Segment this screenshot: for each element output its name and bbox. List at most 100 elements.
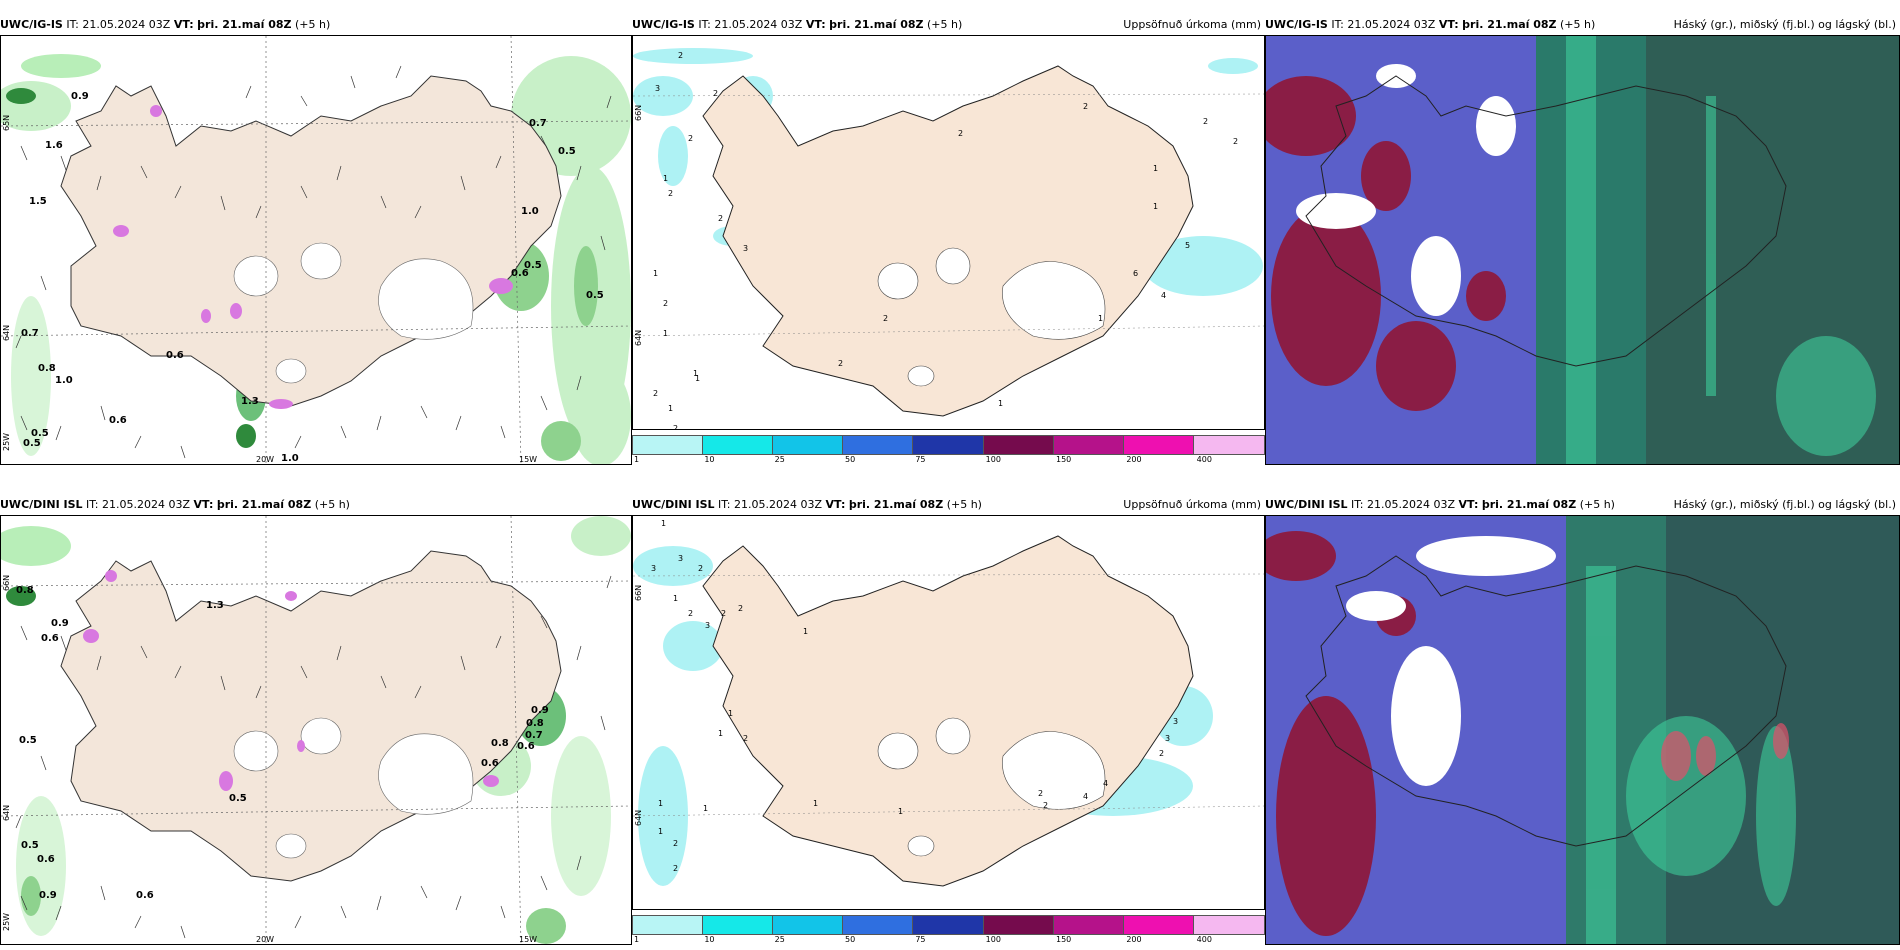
- precip-value: 1: [728, 709, 733, 718]
- iceland-outline: [1305, 555, 1787, 847]
- wind-value: 1.3: [206, 600, 224, 611]
- precip-value: 1: [663, 329, 668, 338]
- cloud-map[interactable]: [1265, 35, 1900, 465]
- wind-map[interactable]: 0.8 0.9 0.6 1.3 0.5 0.9 0.8 0.7 0.6 0.8 …: [0, 515, 632, 945]
- precip-value: 3: [655, 84, 660, 93]
- lead-time: (+5 h): [314, 498, 350, 511]
- model-name: UWC/DINI ISL: [632, 498, 715, 511]
- panel-header: UWC/DINI ISL IT: 21.05.2024 03Z VT: þri.…: [0, 495, 632, 515]
- precip-map[interactable]: 66N 64N 1 3 3 2 1 2 3 2 2 1 1 2 2 1 1 1 …: [632, 515, 1265, 910]
- iceland-landmass: [702, 535, 1194, 887]
- panel-header: UWC/DINI ISL IT: 21.05.2024 03Z VT: þri.…: [632, 495, 1265, 515]
- field-name: Háský (gr.), miðský (fj.bl.) og lágský (…: [1673, 18, 1896, 31]
- lon-label: 20W: [256, 455, 274, 464]
- precip-value: 2: [668, 189, 673, 198]
- precip-values: 2 3 2 2 1 2 2 1 3 2 1 1 2 2 1 1 2 2 2 1: [653, 51, 1238, 429]
- colorbar-tick-label: 25: [774, 455, 785, 464]
- it-label: IT:: [698, 18, 711, 31]
- lead-time: (+5 h): [946, 498, 982, 511]
- panel-cloud-dini: UWC/DINI ISL IT: 21.05.2024 03Z VT: þri.…: [1265, 495, 1900, 945]
- convective-cores: [1661, 723, 1789, 781]
- colorbar-cell: [983, 916, 1054, 934]
- vt-label: VT:: [825, 498, 846, 511]
- colorbar-cell: [913, 916, 984, 934]
- panel-header: UWC/DINI ISL IT: 21.05.2024 03Z VT: þri.…: [1265, 495, 1900, 515]
- colorbar-tick-label: 100: [985, 455, 1001, 464]
- colorbar-cell: [913, 436, 984, 454]
- colorbar-tick-label: 150: [1056, 935, 1072, 944]
- vt-time: þri. 21.maí 08Z: [1462, 18, 1557, 31]
- precip-value: 1: [663, 174, 668, 183]
- colorbar-tick-label: 100: [985, 935, 1001, 944]
- precip-value: 5: [1185, 241, 1190, 250]
- wind-value: 0.5: [31, 428, 49, 439]
- model-name: UWC/IG-IS: [632, 18, 695, 31]
- lat-label: 64N: [634, 810, 643, 826]
- iceland-landmass: [60, 550, 562, 882]
- precip-value: 2: [673, 424, 678, 429]
- precip-value: 2: [838, 359, 843, 368]
- vt-time: þri. 21.maí 08Z: [829, 18, 924, 31]
- wind-value: 0.6: [109, 415, 127, 426]
- precip-value: 2: [738, 604, 743, 613]
- glaciers: [877, 247, 1106, 387]
- wind-value: 0.7: [525, 730, 543, 741]
- precip-map[interactable]: 66N 64N 2 3 2 2 1 2 2 1 3 2 1 1 2 2 1 1 …: [632, 35, 1265, 430]
- colorbar-cell: [1053, 916, 1124, 934]
- precip-spots: [83, 570, 499, 791]
- precip-value: 3: [1173, 717, 1178, 726]
- wind-value: 1.0: [281, 453, 299, 464]
- precip-value: 1: [718, 729, 723, 738]
- field-name: Uppsöfnuð úrkoma (mm): [1123, 18, 1261, 31]
- lead-time: (+5 h): [1560, 18, 1596, 31]
- colorbar-tick-label: 75: [915, 455, 926, 464]
- precip-value: 2: [1233, 137, 1238, 146]
- precip-value: 2: [663, 299, 668, 308]
- precip-value: 1: [658, 827, 663, 836]
- lon-label-left: 25W: [2, 433, 11, 451]
- precip-value: 3: [705, 621, 710, 630]
- lat-label: 64N: [2, 805, 11, 821]
- precip-value: 3: [651, 564, 656, 573]
- precip-value: 2: [1083, 102, 1088, 111]
- iceland-landmass: [60, 75, 562, 407]
- low-cloud: [1266, 76, 1506, 411]
- it-label: IT:: [86, 498, 99, 511]
- lon-label: 20W: [256, 935, 274, 944]
- colorbar-cell: [633, 916, 704, 934]
- wind-value: 0.7: [21, 328, 39, 339]
- model-name: UWC/DINI ISL: [1265, 498, 1348, 511]
- it-label: IT:: [66, 18, 79, 31]
- precip-value: 2: [1203, 117, 1208, 126]
- wind-value: 0.5: [524, 260, 542, 271]
- colorbar-tick-label: 200: [1126, 455, 1142, 464]
- wind-map[interactable]: 0.9 1.6 1.5 0.7 0.5 1.0 0.5 0.6 0.5 0.7 …: [0, 35, 632, 465]
- colorbar-tick-label: 75: [915, 935, 926, 944]
- vt-time: þri. 21.maí 08Z: [197, 18, 292, 31]
- wind-value: 0.8: [38, 363, 56, 374]
- cloud-map[interactable]: [1265, 515, 1900, 945]
- it-time: 21.05.2024 03Z: [102, 498, 191, 511]
- colorbar-tick-label: 50: [845, 455, 856, 464]
- precip-value: 2: [743, 734, 748, 743]
- lead-time: (+5 h): [295, 18, 331, 31]
- wind-value: 1.6: [45, 140, 63, 151]
- panel-header: UWC/IG-IS IT: 21.05.2024 03Z VT: þri. 21…: [0, 15, 632, 35]
- it-time: 21.05.2024 03Z: [1367, 498, 1456, 511]
- wind-value: 0.5: [21, 840, 39, 851]
- precip-value: 4: [1083, 792, 1088, 801]
- iceland-outline: [1305, 75, 1787, 367]
- it-time: 21.05.2024 03Z: [1347, 18, 1436, 31]
- vt-time: þri. 21.maí 08Z: [216, 498, 312, 511]
- wind-value: 0.9: [71, 91, 89, 102]
- model-name: UWC/DINI ISL: [0, 498, 83, 511]
- field-name: Uppsöfnuð úrkoma (mm): [1123, 498, 1261, 511]
- precip-value: 1: [668, 404, 673, 413]
- precip-value: 2: [958, 129, 963, 138]
- precip-value: 2: [718, 214, 723, 223]
- field-name: Háský (gr.), miðský (fj.bl.) og lágský (…: [1673, 498, 1896, 511]
- precip-value: 2: [883, 314, 888, 323]
- colorbar-cell: [1193, 916, 1264, 934]
- colorbar-tick-label: 150: [1056, 455, 1072, 464]
- lead-time: (+5 h): [927, 18, 963, 31]
